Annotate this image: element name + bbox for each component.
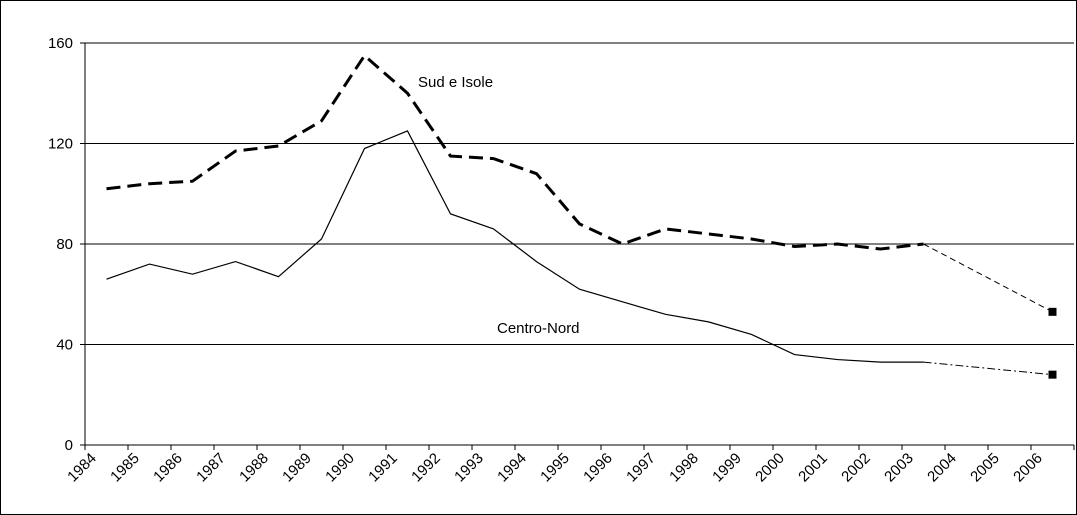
y-tick-label: 80 (56, 236, 73, 253)
series-line (106, 53, 924, 251)
y-tick-label: 0 (65, 437, 73, 454)
projection-connector (923, 361, 1053, 376)
series-label: Sud e Isole (418, 74, 493, 91)
y-tick-label: 160 (48, 35, 73, 52)
y-tick-label: 120 (48, 136, 73, 153)
y-tick-label: 40 (56, 337, 73, 354)
projection-connector (923, 243, 1053, 313)
series-label: Centro-Nord (497, 320, 580, 337)
series-line (106, 130, 924, 363)
